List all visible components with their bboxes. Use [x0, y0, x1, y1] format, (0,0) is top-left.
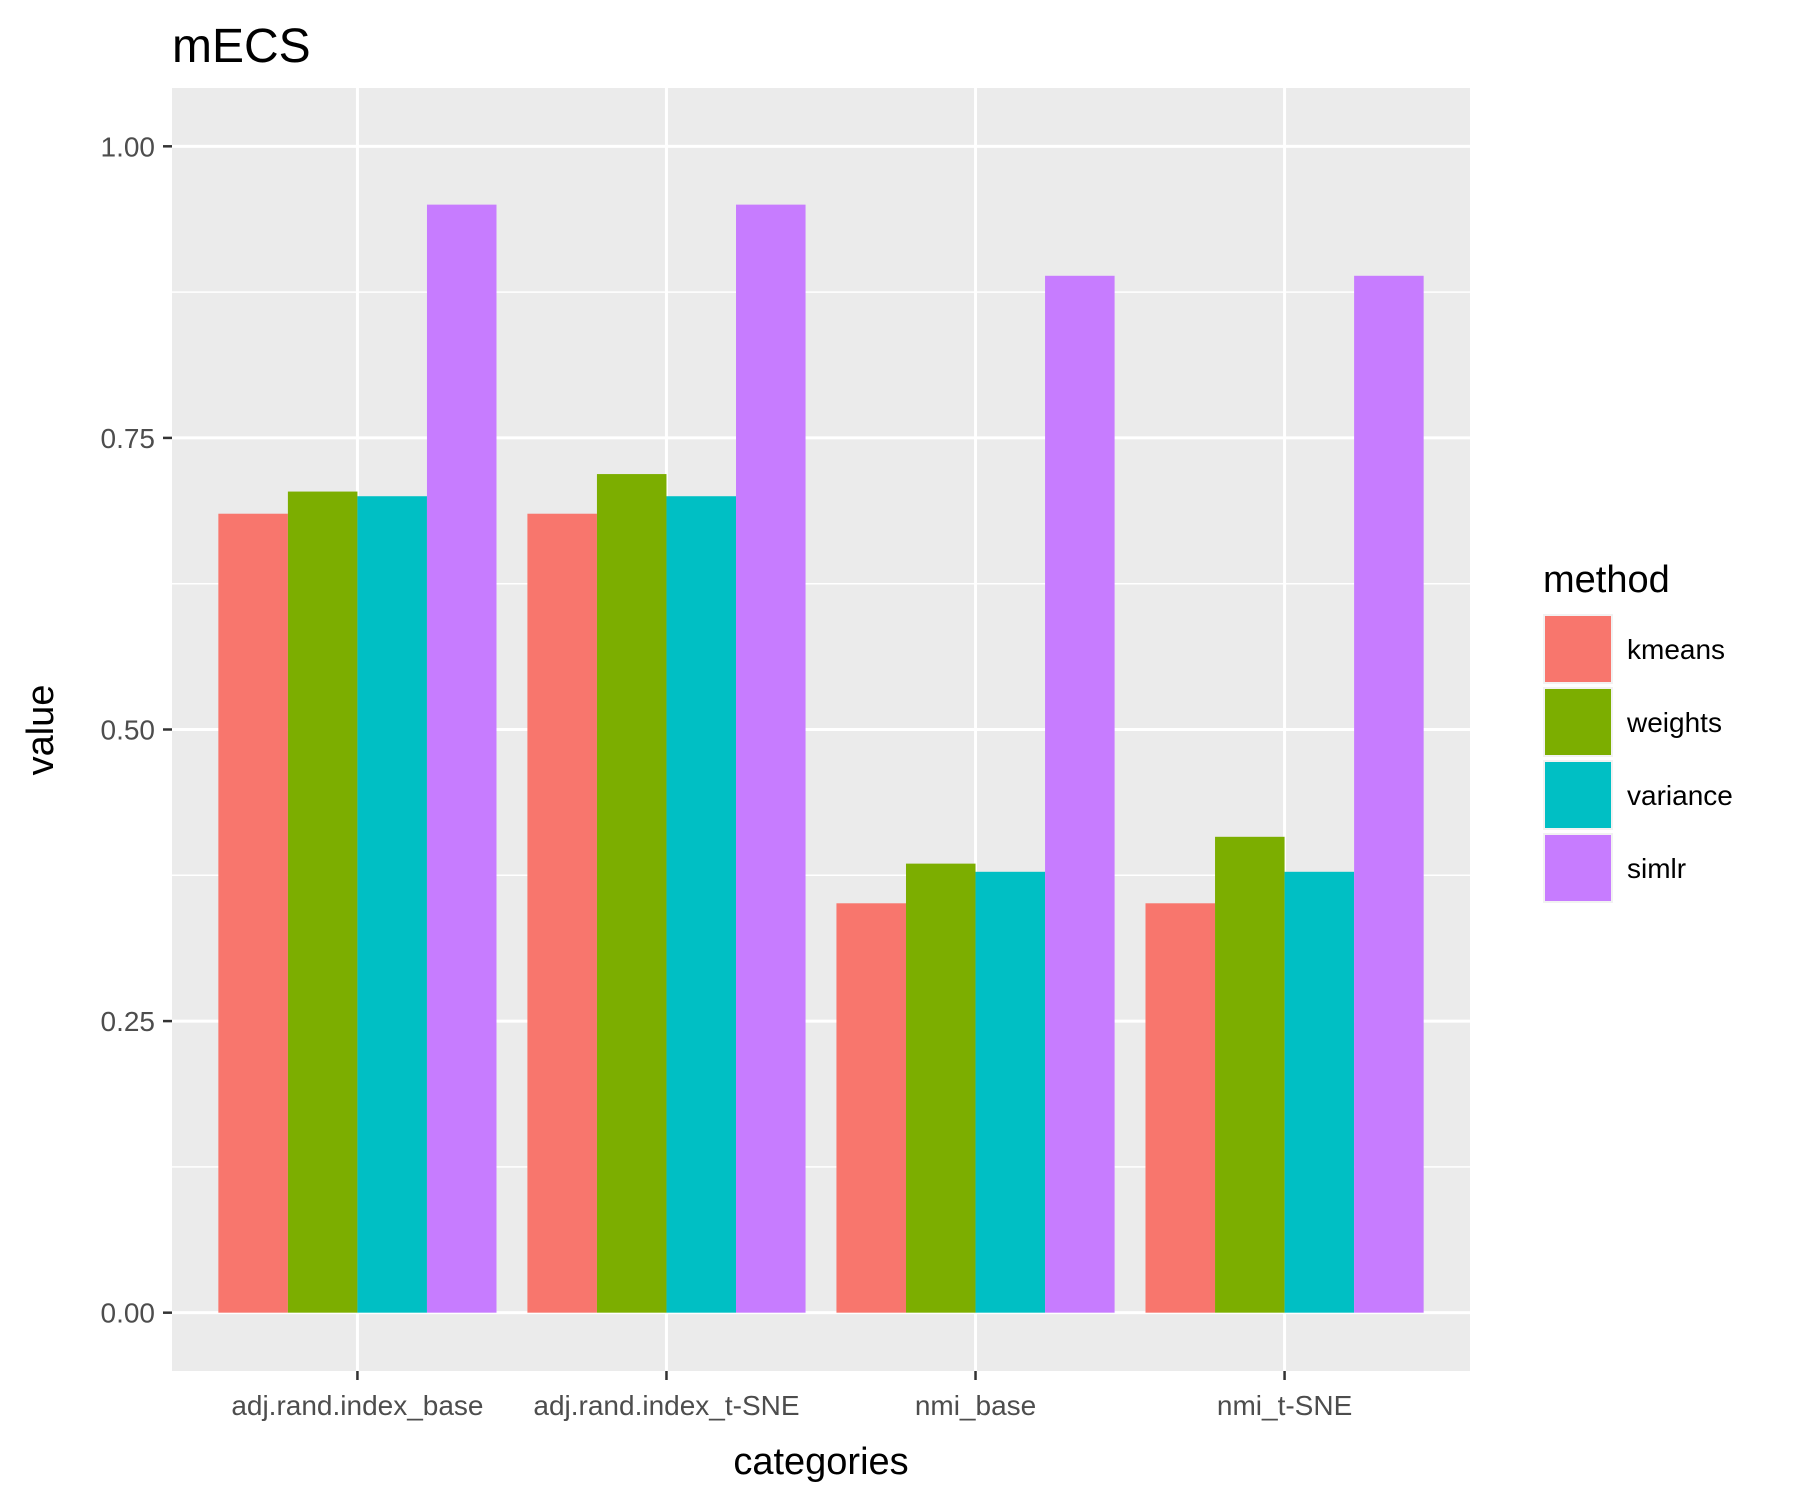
chart-title: mECS [172, 20, 311, 73]
x-axis: adj.rand.index_base adj.rand.index_t-SNE n… [231, 1371, 1352, 1421]
bar-variance [666, 496, 737, 1313]
legend-label-variance: variance [1627, 780, 1733, 811]
bar-kmeans [1145, 903, 1216, 1313]
x-tick-label: adj.rand.index_t-SNE [533, 1390, 799, 1421]
bar-simlr [736, 204, 806, 1313]
x-tick-label: nmi_t-SNE [1217, 1390, 1352, 1421]
legend-title: method [1543, 559, 1670, 601]
y-tick-label: 0.00 [101, 1298, 156, 1329]
legend-label-kmeans: kmeans [1627, 634, 1725, 665]
legend-label-simlr: simlr [1627, 853, 1686, 884]
x-axis-title: categories [733, 1441, 908, 1483]
bar-kmeans [527, 513, 597, 1313]
bars [218, 204, 1424, 1313]
legend: method kmeans weights variance simlr [1543, 559, 1733, 903]
y-axis-title: value [20, 685, 62, 776]
legend-swatch-simlr [1545, 835, 1611, 901]
y-axis: 0.00 0.25 0.50 0.75 1.00 [101, 131, 172, 1329]
bar-kmeans [218, 513, 288, 1313]
bar-variance [975, 871, 1046, 1313]
legend-swatch-weights [1545, 689, 1611, 755]
legend-label-weights: weights [1626, 707, 1722, 738]
y-tick-label: 0.50 [101, 715, 156, 746]
y-tick-label: 1.00 [101, 131, 156, 162]
bar-weights [287, 491, 358, 1313]
bar-weights [905, 863, 976, 1313]
bar-variance [1284, 871, 1355, 1313]
y-tick-label: 0.25 [101, 1006, 156, 1037]
bar-simlr [1354, 275, 1424, 1313]
legend-swatch-kmeans [1545, 616, 1611, 682]
bar-variance [357, 496, 427, 1313]
bar-simlr [426, 204, 497, 1313]
bar-simlr [1045, 275, 1115, 1313]
x-tick-label: nmi_base [915, 1390, 1036, 1421]
y-tick-label: 0.75 [101, 423, 156, 454]
bar-weights [596, 474, 667, 1313]
bar-kmeans [836, 903, 906, 1313]
x-tick-label: adj.rand.index_base [231, 1390, 483, 1421]
legend-swatch-variance [1545, 762, 1611, 828]
bar-weights [1215, 836, 1285, 1313]
